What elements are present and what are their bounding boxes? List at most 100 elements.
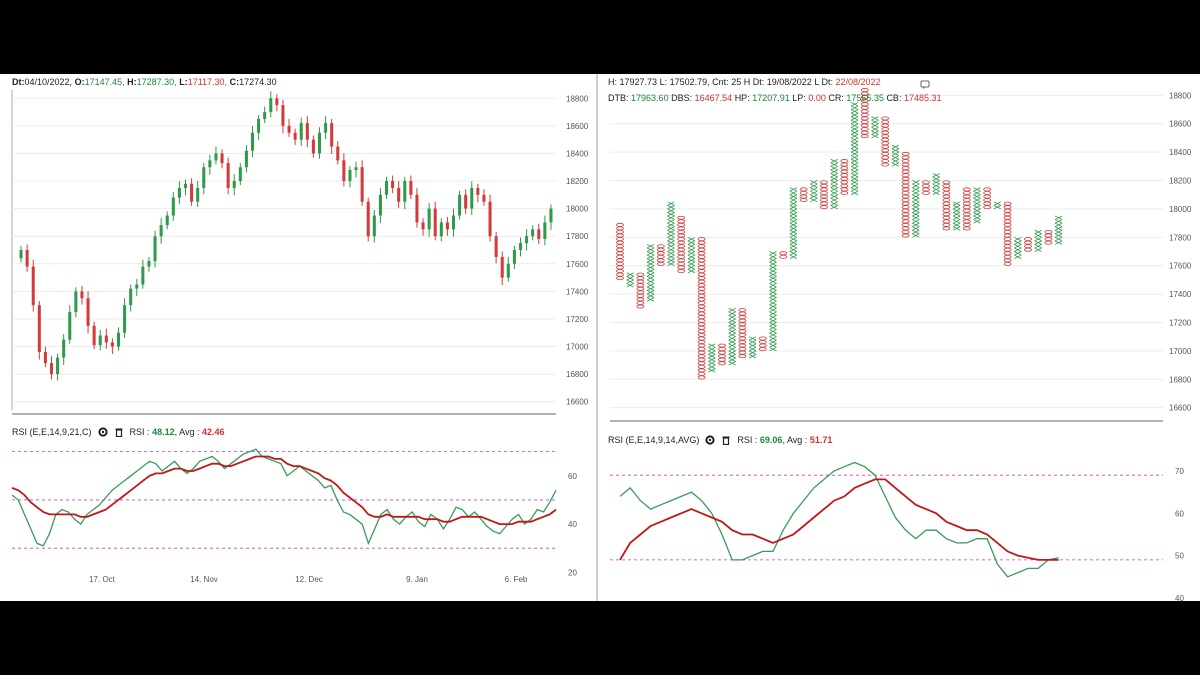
x-box [850,130,859,135]
candle-body [354,167,358,170]
o-box [616,269,624,273]
x-column [626,272,634,288]
rsi-tick-label: 40 [1175,594,1184,601]
o-box [1003,226,1012,231]
x-box [912,208,920,213]
o-box [942,194,951,199]
x-box [973,197,981,203]
o-box [881,144,890,149]
candle-body [299,123,303,140]
x-box [973,205,981,210]
trash-icon[interactable] [721,435,731,445]
x-box [912,183,920,188]
candle-body [391,181,395,188]
o-box [677,247,686,252]
candle-body [92,325,96,346]
o-box [758,340,767,344]
o-box [820,190,828,195]
candle-body [62,339,66,358]
x-box [728,307,736,313]
o-box [697,258,706,263]
price-tick-label: 17800 [566,232,589,241]
x-box [973,208,981,213]
gear-icon[interactable] [97,427,108,437]
o-box [840,180,849,185]
o-box [1003,251,1012,256]
o-box [697,347,706,352]
x-box [728,332,736,338]
h-value: 17927.73 [619,77,658,87]
o-box [922,183,930,188]
o-column [779,251,788,259]
o-column [738,308,747,359]
x-box [728,354,736,359]
x-box [830,158,838,164]
x-column [850,102,859,196]
price-tick-label: 17400 [1169,290,1192,299]
candle-body [238,167,242,182]
x-box [646,247,655,252]
x-box [1014,244,1022,249]
o-box [697,272,706,277]
left-chart-panel[interactable]: 16600 16800 17000 17200 17400 17600 17800 18000… [0,74,596,601]
o-box [860,91,869,96]
rsi-title: RSI (E,E,14,9,21,C) [12,427,92,437]
x-column [830,158,838,210]
x-box [850,190,859,196]
o-box [881,127,890,132]
candle-body [19,250,23,259]
comment-icon[interactable] [920,80,930,90]
x-box [850,137,859,142]
o-box [860,95,869,100]
o-box [697,265,706,270]
candlestick-chart[interactable]: 16600 16800 17000 17200 17400 17600 17800 18000… [0,74,596,601]
o-box [983,205,992,210]
candle-body [451,215,456,230]
o-column [1003,201,1012,266]
point-and-figure-chart[interactable]: 16600 16800 17000 17200 17400 17600 17800 18000… [598,74,1200,601]
x-box [728,339,736,345]
gear-icon[interactable] [705,435,715,445]
o-box [881,141,890,146]
x-box [769,343,777,348]
x-box [687,240,696,245]
close-label: C: [229,77,240,87]
candle-body [190,183,194,202]
o-box [840,183,849,188]
x-box [912,226,920,231]
o-box [636,293,645,298]
x-box [667,247,675,252]
x-box [850,105,859,110]
right-chart-panel[interactable]: 16600 16800 17000 17200 17400 17600 17800 18000… [598,74,1200,601]
candle-body [86,298,90,326]
dt-value: 19/08/2022 [766,77,812,87]
x-column [973,187,981,224]
o-box [718,354,726,359]
avg-value: 42.46 [202,427,225,437]
price-tick-label: 18600 [1169,120,1192,129]
dt-value: 04/10/2022, [24,77,73,87]
o-box [636,283,645,288]
o-box [697,276,706,281]
x-box [667,254,675,259]
trash-icon[interactable] [114,427,124,437]
x-box [850,176,859,181]
x-box [1014,251,1022,256]
panel-divider[interactable] [596,74,598,601]
x-box [973,187,981,192]
x-column [687,236,696,274]
o-box [779,251,788,256]
o-box [860,119,869,124]
o-column [1044,230,1053,245]
rsi-line [11,448,557,547]
x-box [626,275,634,281]
candle-body [458,194,462,216]
candle-body [269,98,273,113]
o-box [901,173,910,178]
o-box [738,318,747,323]
o-box [677,258,686,263]
o-box [901,190,910,195]
o-box [697,300,706,305]
o-box [718,361,726,366]
o-box [820,183,828,188]
